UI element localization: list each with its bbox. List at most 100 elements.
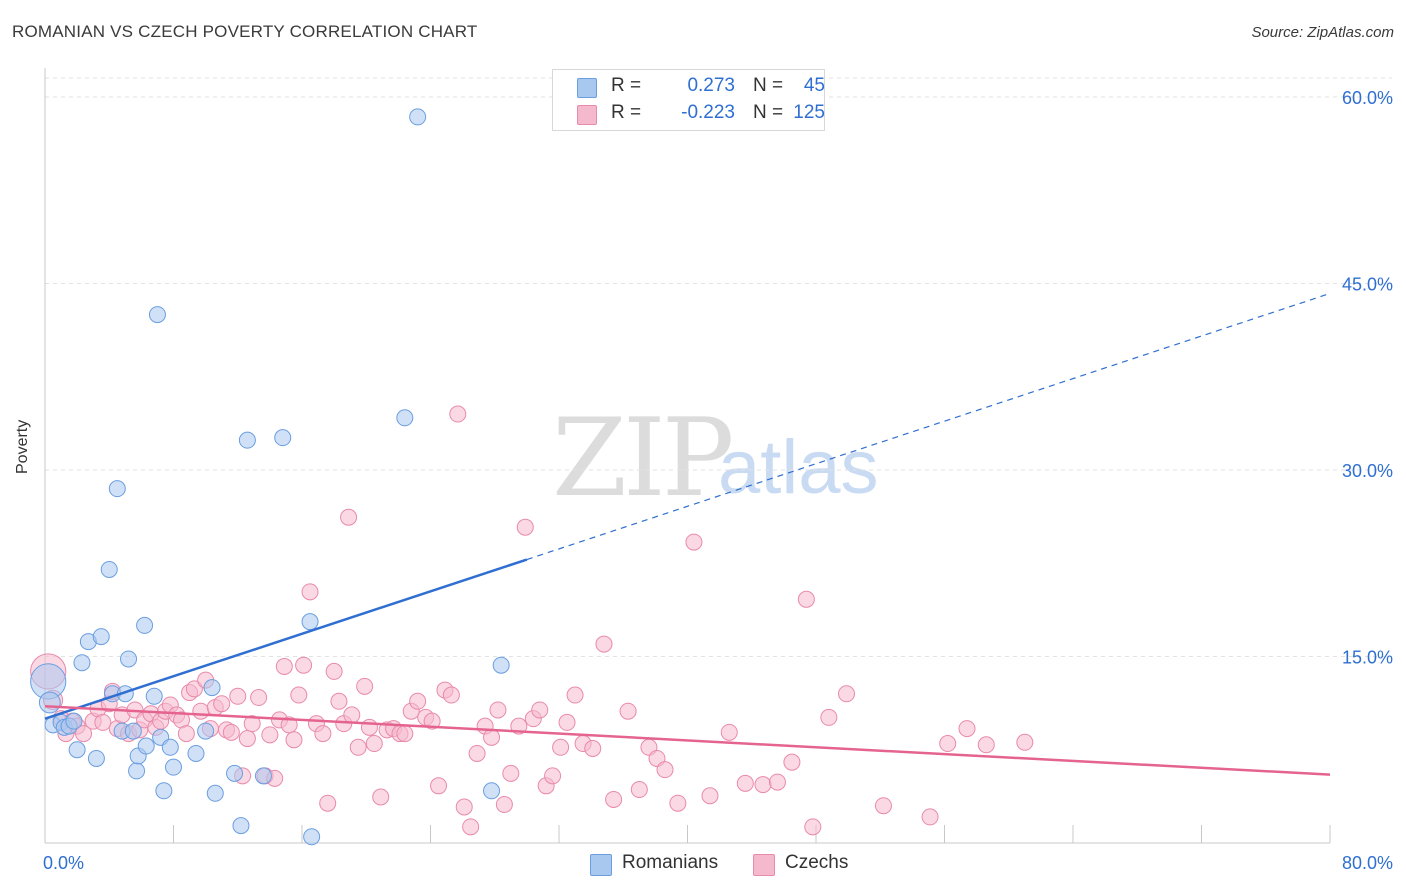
czech-point xyxy=(396,725,414,743)
czech-point xyxy=(595,635,613,653)
czech-point xyxy=(619,702,637,720)
czechs-swatch xyxy=(577,105,597,125)
czech-point xyxy=(630,781,648,799)
chart-title: ROMANIAN VS CZECH POVERTY CORRELATION CH… xyxy=(12,22,478,41)
czech-point xyxy=(768,773,786,791)
czech-point xyxy=(261,726,279,744)
romanian-point xyxy=(203,679,221,697)
czech-point xyxy=(958,720,976,738)
czech-point xyxy=(343,706,361,724)
czech-point xyxy=(605,790,623,808)
czech-point xyxy=(409,692,427,710)
czech-point xyxy=(319,794,337,812)
romanians-legend-label: Romanians xyxy=(622,852,719,873)
r-value: 0.273 xyxy=(687,75,735,96)
romanian-point xyxy=(483,782,501,800)
romanian-point xyxy=(197,722,215,740)
czech-point xyxy=(449,405,467,423)
romanian-point xyxy=(238,431,256,449)
romanian-point xyxy=(68,741,86,759)
romanian-point xyxy=(136,616,154,634)
czech-point xyxy=(552,738,570,756)
czech-point xyxy=(754,776,772,794)
czech-point xyxy=(340,508,358,526)
czech-point xyxy=(430,777,448,795)
y-tick-label: 30.0% xyxy=(1342,461,1393,481)
romanian-point xyxy=(161,738,179,756)
y-tick-label: 45.0% xyxy=(1342,275,1393,295)
czech-point xyxy=(544,767,562,785)
source-credit: Source: ZipAtlas.com xyxy=(1251,24,1394,41)
romanian-point xyxy=(137,737,155,755)
czech-point xyxy=(516,518,534,536)
czech-point xyxy=(229,687,247,705)
romanians-swatch xyxy=(577,78,597,98)
romanians-trend-line xyxy=(44,558,528,720)
romanian-point xyxy=(145,687,163,705)
czech-point xyxy=(243,715,261,733)
romanian-point xyxy=(100,560,118,578)
n-label: N = xyxy=(753,102,784,123)
czech-point xyxy=(349,738,367,756)
czech-point xyxy=(468,744,486,762)
romanian-point xyxy=(148,306,166,324)
czech-point xyxy=(939,735,957,753)
czech-point xyxy=(185,680,203,698)
romanian-point xyxy=(187,744,205,762)
czech-point xyxy=(701,787,719,805)
x-tick-label-min: 0.0% xyxy=(43,853,84,873)
watermark-atlas: atlas xyxy=(718,425,879,510)
czechs-trend-line xyxy=(44,704,1331,776)
czech-point xyxy=(275,657,293,675)
romanian-point xyxy=(492,656,510,674)
romanian-point xyxy=(301,613,319,631)
czech-point xyxy=(356,677,374,695)
czech-point xyxy=(1016,733,1034,751)
czech-point xyxy=(285,731,303,749)
czech-point xyxy=(290,686,308,704)
czech-point xyxy=(502,764,520,782)
czech-point xyxy=(820,708,838,726)
y-tick-label: 60.0% xyxy=(1342,88,1393,108)
romanian-point xyxy=(73,654,91,672)
n-value: 45 xyxy=(803,75,825,96)
y-tick-label: 15.0% xyxy=(1342,648,1393,668)
romanian-point xyxy=(303,828,321,846)
czech-point xyxy=(797,590,815,608)
czech-point xyxy=(213,695,231,713)
czech-point xyxy=(462,818,480,836)
czech-point xyxy=(238,730,256,748)
czech-point xyxy=(365,735,383,753)
czech-point xyxy=(874,797,892,815)
romanian-point xyxy=(128,762,146,780)
czechs-legend-swatch xyxy=(753,854,775,876)
czechs-legend-label: Czechs xyxy=(785,852,849,873)
czech-point xyxy=(222,723,240,741)
romanians-legend-swatch xyxy=(590,854,612,876)
romanian-point xyxy=(65,712,83,730)
y-axis-label: Poverty xyxy=(14,419,31,474)
czech-point xyxy=(685,533,703,551)
czech-point xyxy=(720,723,738,741)
czech-point xyxy=(736,774,754,792)
romanian-point xyxy=(206,784,224,802)
stats-legend: R = 0.273 N = 45 R = -0.223 N = 125 xyxy=(552,69,825,131)
x-tick-label-max: 80.0% xyxy=(1342,853,1393,873)
czech-point xyxy=(669,794,687,812)
czech-point xyxy=(442,686,460,704)
romanian-point xyxy=(226,764,244,782)
czech-point xyxy=(372,788,390,806)
romanian-point xyxy=(396,409,414,427)
czech-point xyxy=(94,713,112,731)
czech-point xyxy=(531,701,549,719)
romanian-point xyxy=(155,782,173,800)
romanian-point xyxy=(124,722,142,740)
romanian-point xyxy=(274,429,292,447)
czech-point xyxy=(483,728,501,746)
n-value: 125 xyxy=(793,102,825,123)
czech-point xyxy=(977,736,995,754)
romanian-point xyxy=(92,628,110,646)
watermark-zip: ZIP xyxy=(552,396,734,521)
czech-point xyxy=(330,692,348,710)
czech-point xyxy=(455,798,473,816)
